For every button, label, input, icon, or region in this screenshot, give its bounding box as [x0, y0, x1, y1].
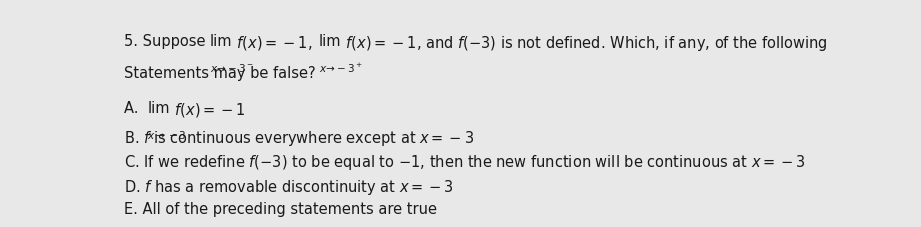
Text: Statements may be false?: Statements may be false? — [123, 66, 315, 81]
Text: B. $f$ is continuous everywhere except at $x = -3$: B. $f$ is continuous everywhere except a… — [123, 129, 473, 148]
Text: $x\!\to\!-3^-$: $x\!\to\!-3^-$ — [210, 62, 254, 74]
Text: $f(x) = -1$,: $f(x) = -1$, — [232, 34, 319, 52]
Text: lim: lim — [210, 34, 232, 49]
Text: D. $f$ has a removable discontinuity at $x = -3$: D. $f$ has a removable discontinuity at … — [123, 178, 453, 197]
Text: $x\to-3$: $x\to-3$ — [147, 129, 187, 141]
Text: lim: lim — [319, 34, 341, 49]
Text: 5. Suppose: 5. Suppose — [123, 34, 210, 49]
Text: $f(x) = -1$, and $f(-3)$ is not defined. Which, if any, of the following: $f(x) = -1$, and $f(-3)$ is not defined.… — [341, 34, 828, 53]
Text: $x\!\to\!-3^+$: $x\!\to\!-3^+$ — [319, 62, 363, 75]
Text: lim: lim — [147, 101, 170, 116]
Text: $f(x) = -1$: $f(x) = -1$ — [170, 101, 246, 119]
Text: A.: A. — [123, 101, 147, 116]
Text: C. If we redefine $f(-3)$ to be equal to $-1$, then the new function will be con: C. If we redefine $f(-3)$ to be equal to… — [123, 153, 805, 172]
Text: E. All of the preceding statements are true: E. All of the preceding statements are t… — [123, 202, 437, 217]
